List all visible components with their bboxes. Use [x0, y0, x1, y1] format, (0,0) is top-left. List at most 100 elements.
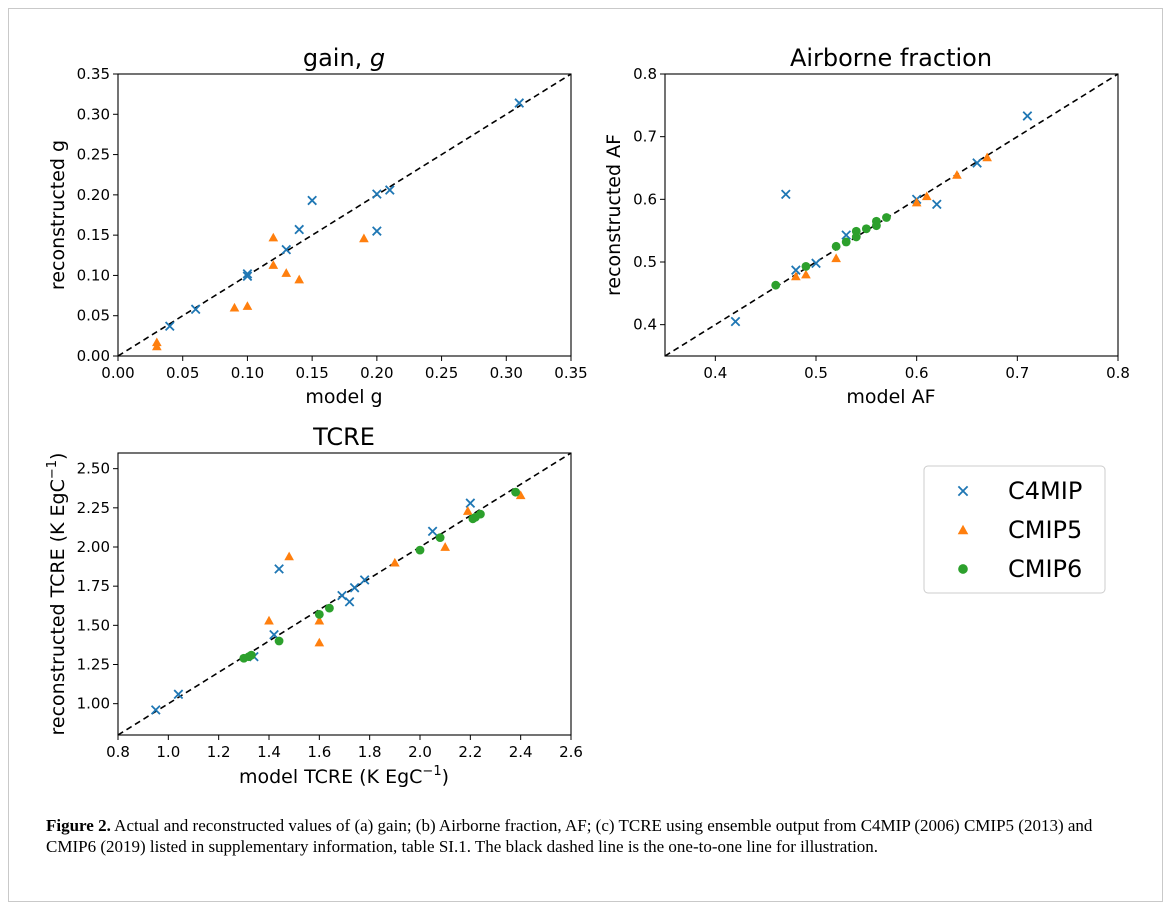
x-tick-label: 0.6	[905, 364, 929, 382]
point-c4mip	[427, 526, 438, 537]
panel-airborne-fraction: Airborne fraction model AF reconstructed…	[603, 44, 1130, 408]
point-c4mip	[465, 498, 476, 508]
point-cmip6	[871, 216, 881, 226]
point-cmip6	[801, 261, 811, 271]
y-tick-label: 0.15	[77, 226, 110, 244]
panel-title: gain, g	[303, 44, 385, 72]
point-cmip6	[841, 237, 851, 247]
y-tick-label: 2.25	[77, 499, 110, 517]
point-cmip5	[242, 301, 253, 310]
y-tick-label: 0.8	[633, 65, 657, 83]
x-axis-label-superscript: −1	[422, 764, 441, 779]
point-cmip5	[801, 269, 811, 279]
legend-marker-cmip6	[958, 564, 968, 574]
point-c4mip	[791, 265, 801, 275]
point-c4mip	[972, 158, 982, 168]
x-tick-label: 0.30	[490, 364, 523, 382]
x-tick-label: 0.4	[703, 364, 727, 382]
panel-title-text: Airborne fraction	[790, 44, 992, 72]
x-axis-label: model TCRE (K EgC−1)	[239, 764, 449, 788]
x-tick-label: 0.20	[360, 364, 393, 382]
panel-gain: gain, g model g reconstructed g 0.00 0.05…	[47, 44, 588, 408]
point-cmip5	[440, 542, 450, 551]
panel-title-italic: g	[370, 44, 385, 72]
y-tick-label: 0.30	[77, 105, 110, 123]
point-cmip5	[281, 268, 292, 277]
x-axis-label: model AF	[846, 386, 935, 408]
legend-label-cmip6: CMIP6	[1008, 555, 1082, 583]
point-c4mip	[307, 195, 317, 206]
y-axis-label-close: )	[47, 453, 69, 460]
point-cmip6	[246, 650, 256, 660]
panel-title-text: gain,	[303, 44, 370, 72]
y-tick-label: 1.75	[77, 577, 110, 595]
point-cmip6	[324, 603, 334, 613]
point-cmip5	[911, 197, 922, 207]
panel-tcre: TCRE model TCRE (K EgC−1) reconstructed …	[45, 423, 583, 788]
point-cmip6	[475, 509, 485, 519]
point-c4mip	[294, 224, 305, 235]
x-tick-label: 0.7	[1005, 364, 1029, 382]
x-tick-label: 1.4	[257, 743, 281, 761]
x-tick-label: 0.25	[425, 364, 458, 382]
x-tick-label: 0.05	[166, 364, 199, 382]
y-tick-label: 0.10	[77, 266, 110, 284]
point-cmip5	[264, 615, 274, 625]
point-cmip5	[831, 253, 841, 263]
x-tick-label: 2.0	[408, 743, 432, 761]
x-tick-label: 1.6	[307, 743, 331, 761]
point-c4mip	[372, 226, 382, 236]
figure-caption: Figure 2. Actual and reconstructed value…	[46, 815, 1136, 857]
y-tick-label: 0.7	[633, 128, 657, 146]
y-tick-label: 0.6	[633, 190, 657, 208]
point-cmip6	[415, 545, 425, 555]
y-axis-label-text: reconstructed TCRE (K EgC	[47, 479, 69, 735]
point-cmip5	[151, 341, 162, 351]
point-cmip5	[982, 152, 992, 162]
x-tick-label: 1.8	[358, 743, 382, 761]
x-tick-label: 0.35	[554, 364, 587, 382]
x-tick-label: 0.8	[1106, 364, 1130, 382]
y-axis-label-superscript: −1	[45, 460, 60, 479]
one-to-one-line	[664, 73, 1119, 357]
panel-title: TCRE	[312, 423, 375, 451]
x-tick-label: 0.5	[804, 364, 828, 382]
point-cmip5	[515, 490, 526, 500]
point-cmip5	[952, 170, 962, 179]
x-axis-label-text: model TCRE (K EgC	[239, 766, 422, 788]
x-tick-label: 2.6	[559, 743, 583, 761]
x-tick-label: 2.2	[458, 743, 482, 761]
legend-label-c4mip: C4MIP	[1008, 477, 1082, 505]
point-cmip5	[268, 260, 279, 269]
point-c4mip	[349, 582, 360, 593]
point-c4mip	[344, 596, 355, 607]
y-tick-label: 2.50	[77, 460, 110, 478]
y-tick-label: 1.25	[77, 656, 110, 674]
point-cmip5	[791, 271, 801, 281]
y-tick-label: 0.00	[77, 347, 110, 365]
point-cmip5	[359, 233, 369, 243]
x-tick-label: 2.4	[509, 743, 533, 761]
y-tick-label: 0.05	[77, 307, 110, 325]
plot-area	[664, 73, 1119, 357]
point-c4mip	[372, 189, 382, 199]
point-c4mip	[274, 564, 284, 574]
point-cmip5	[268, 232, 279, 242]
legend-marker-c4mip	[957, 485, 969, 497]
point-cmip6	[314, 609, 324, 619]
x-tick-label: 1.2	[207, 743, 231, 761]
point-cmip6	[851, 226, 861, 236]
point-cmip6	[771, 280, 781, 290]
x-tick-label: 0.00	[101, 364, 134, 382]
point-c4mip	[514, 98, 525, 108]
y-axis-label: reconstructed g	[47, 140, 69, 290]
panel-title: Airborne fraction	[790, 44, 992, 72]
point-cmip5	[314, 637, 325, 647]
y-axis-label: reconstructed AF	[603, 134, 625, 296]
point-c4mip	[173, 689, 184, 700]
panel-title-text: TCRE	[312, 423, 375, 451]
point-c4mip	[384, 185, 395, 195]
point-c4mip	[841, 230, 852, 240]
y-tick-label: 2.00	[77, 538, 110, 556]
